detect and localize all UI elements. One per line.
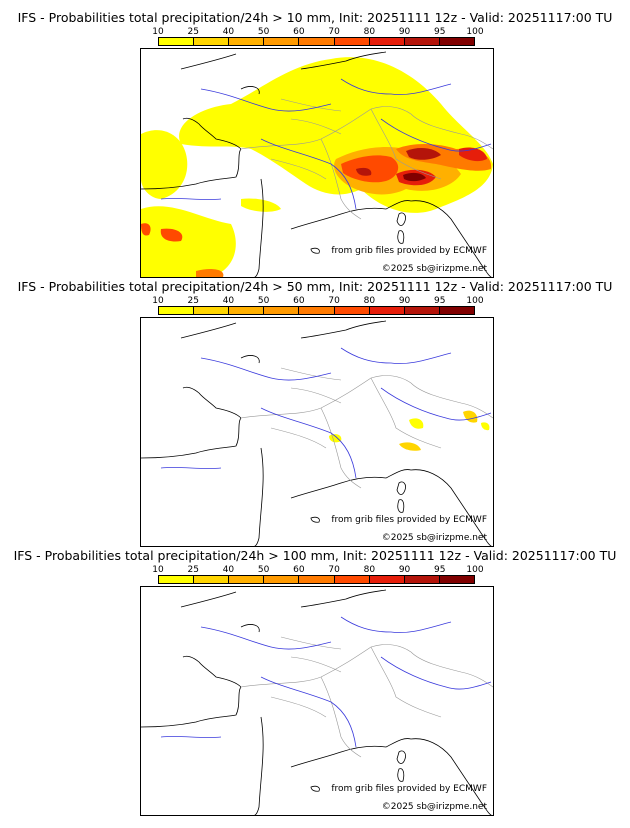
- panel-title: IFS - Probabilities total precipitation/…: [17, 10, 613, 25]
- probability-map: from grib files provided by ECMWF ©2025 …: [140, 586, 494, 816]
- colorbar-labels: 10 25 40 50 60 70 80 90 95 100: [152, 296, 492, 306]
- precipitation-layer: [329, 410, 490, 451]
- colorbar-swatch: [264, 576, 300, 583]
- colorbar-tick-label: 40: [222, 565, 235, 575]
- rivers: [160, 616, 492, 748]
- panel-title: IFS - Probabilities total precipitation/…: [17, 279, 613, 294]
- map-panel-100mm: IFS - Probabilities total precipitation/…: [0, 548, 630, 816]
- colorbar-labels: 10 25 40 50 60 70 80 90 95 100: [152, 27, 492, 37]
- colorbar-swatch: [439, 307, 474, 314]
- colorbar-tick-label: 70: [328, 296, 340, 306]
- colorbar-tick-label: 100: [466, 296, 484, 306]
- colorbar-tick-label: 40: [222, 296, 235, 306]
- colorbar-swatch: [439, 576, 474, 583]
- map-svg: [141, 320, 493, 546]
- panel-title: IFS - Probabilities total precipitation/…: [13, 548, 617, 563]
- colorbar: [158, 37, 475, 46]
- map-panel-10mm: IFS - Probabilities total precipitation/…: [0, 10, 630, 278]
- colorbar-tick-label: 40: [222, 27, 235, 37]
- colorbar-tick-label: 90: [398, 296, 411, 306]
- map-panel-50mm: IFS - Probabilities total precipitation/…: [0, 279, 630, 547]
- colorbar-swatch: [334, 307, 370, 314]
- borders: [240, 98, 493, 220]
- colorbar-tick-label: 95: [434, 27, 446, 37]
- colorbar-tick-label: 60: [293, 565, 305, 575]
- colorbar-tick-label: 70: [328, 27, 340, 37]
- source-credit: from grib files provided by ECMWF: [331, 515, 487, 525]
- copyright: ©2025 sb@irizpme.net: [381, 264, 487, 274]
- source-credit: from grib files provided by ECMWF: [331, 784, 487, 794]
- colorbar-tick-label: 50: [257, 27, 270, 37]
- colorbar-tick-label: 60: [293, 27, 305, 37]
- colorbar-swatch: [369, 38, 405, 45]
- coastlines: [141, 589, 492, 815]
- copyright: ©2025 sb@irizpme.net: [381, 802, 487, 812]
- rivers: [160, 347, 492, 479]
- colorbar-tick-label: 80: [363, 296, 376, 306]
- colorbar-swatch: [264, 38, 300, 45]
- colorbar-tick-label: 25: [187, 27, 199, 37]
- colorbar-swatch: [404, 38, 440, 45]
- colorbar-swatch: [334, 576, 370, 583]
- colorbar-swatch: [264, 307, 300, 314]
- colorbar-tick-label: 10: [152, 296, 164, 306]
- borders: [240, 367, 493, 489]
- precipitation-layer: [141, 57, 493, 277]
- colorbar-tick-label: 60: [293, 296, 305, 306]
- colorbar-tick-label: 90: [398, 565, 411, 575]
- colorbar-swatch: [299, 576, 335, 583]
- colorbar-tick-label: 10: [152, 27, 164, 37]
- colorbar-tick-label: 10: [152, 565, 164, 575]
- colorbar-tick-label: 50: [257, 296, 270, 306]
- colorbar-swatch: [369, 307, 405, 314]
- borders: [240, 636, 493, 758]
- colorbar-swatch: [159, 38, 195, 45]
- colorbar-swatch: [299, 307, 335, 314]
- colorbar-swatch: [334, 38, 370, 45]
- colorbar-tick-label: 100: [466, 565, 484, 575]
- probability-map: from grib files provided by ECMWF ©2025 …: [140, 317, 494, 547]
- colorbar-swatch: [439, 38, 474, 45]
- colorbar-swatch: [229, 576, 265, 583]
- colorbar-tick-label: 70: [328, 565, 340, 575]
- colorbar-swatch: [159, 576, 195, 583]
- colorbar-swatch: [229, 38, 265, 45]
- colorbar-swatch: [194, 38, 230, 45]
- colorbar-tick-label: 90: [398, 27, 411, 37]
- copyright: ©2025 sb@irizpme.net: [381, 533, 487, 543]
- colorbar-tick-label: 95: [434, 565, 446, 575]
- colorbar-swatch: [404, 307, 440, 314]
- colorbar-swatch: [194, 576, 230, 583]
- coastlines: [141, 51, 492, 277]
- colorbar-tick-label: 25: [187, 296, 199, 306]
- map-svg: [141, 589, 493, 815]
- colorbar-tick-label: 25: [187, 565, 199, 575]
- source-credit: from grib files provided by ECMWF: [331, 246, 487, 256]
- probability-map: from grib files provided by ECMWF ©2025 …: [140, 48, 494, 278]
- map-svg: [141, 51, 493, 277]
- coastlines: [141, 320, 492, 546]
- colorbar: [158, 575, 475, 584]
- rivers: [160, 78, 492, 210]
- colorbar-swatch: [194, 307, 230, 314]
- colorbar-labels: 10 25 40 50 60 70 80 90 95 100: [152, 565, 492, 575]
- colorbar-tick-label: 95: [434, 296, 446, 306]
- colorbar-swatch: [159, 307, 195, 314]
- colorbar-tick-label: 80: [363, 565, 376, 575]
- colorbar: [158, 306, 475, 315]
- colorbar-tick-label: 50: [257, 565, 270, 575]
- colorbar-tick-label: 100: [466, 27, 484, 37]
- colorbar-swatch: [229, 307, 265, 314]
- colorbar-swatch: [369, 576, 405, 583]
- colorbar-swatch: [404, 576, 440, 583]
- colorbar-tick-label: 80: [363, 27, 376, 37]
- colorbar-swatch: [299, 38, 335, 45]
